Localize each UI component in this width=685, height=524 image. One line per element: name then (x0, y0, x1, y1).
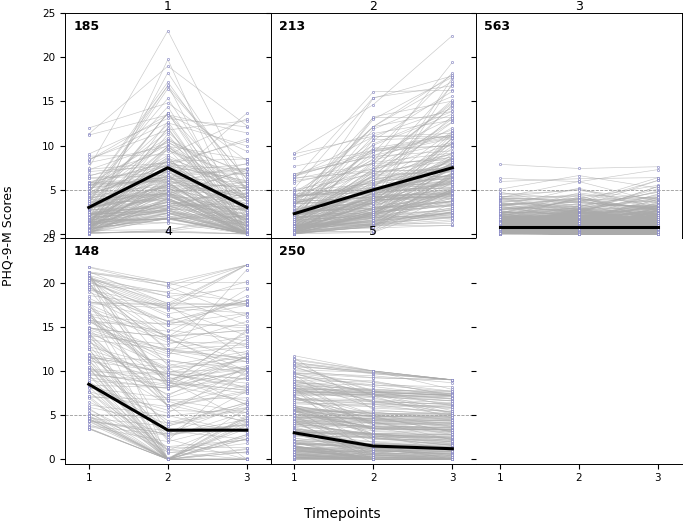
Title: 5: 5 (369, 225, 377, 238)
Text: 250: 250 (279, 245, 305, 258)
Text: 213: 213 (279, 20, 305, 33)
Text: 563: 563 (484, 20, 510, 33)
Text: PHQ-9-M Scores: PHQ-9-M Scores (2, 185, 14, 286)
Text: 148: 148 (73, 245, 99, 258)
Text: 185: 185 (73, 20, 99, 33)
Title: 4: 4 (164, 225, 172, 238)
Title: 1: 1 (164, 0, 172, 13)
Title: 3: 3 (575, 0, 583, 13)
Title: 2: 2 (369, 0, 377, 13)
Text: Timepoints: Timepoints (304, 507, 381, 521)
